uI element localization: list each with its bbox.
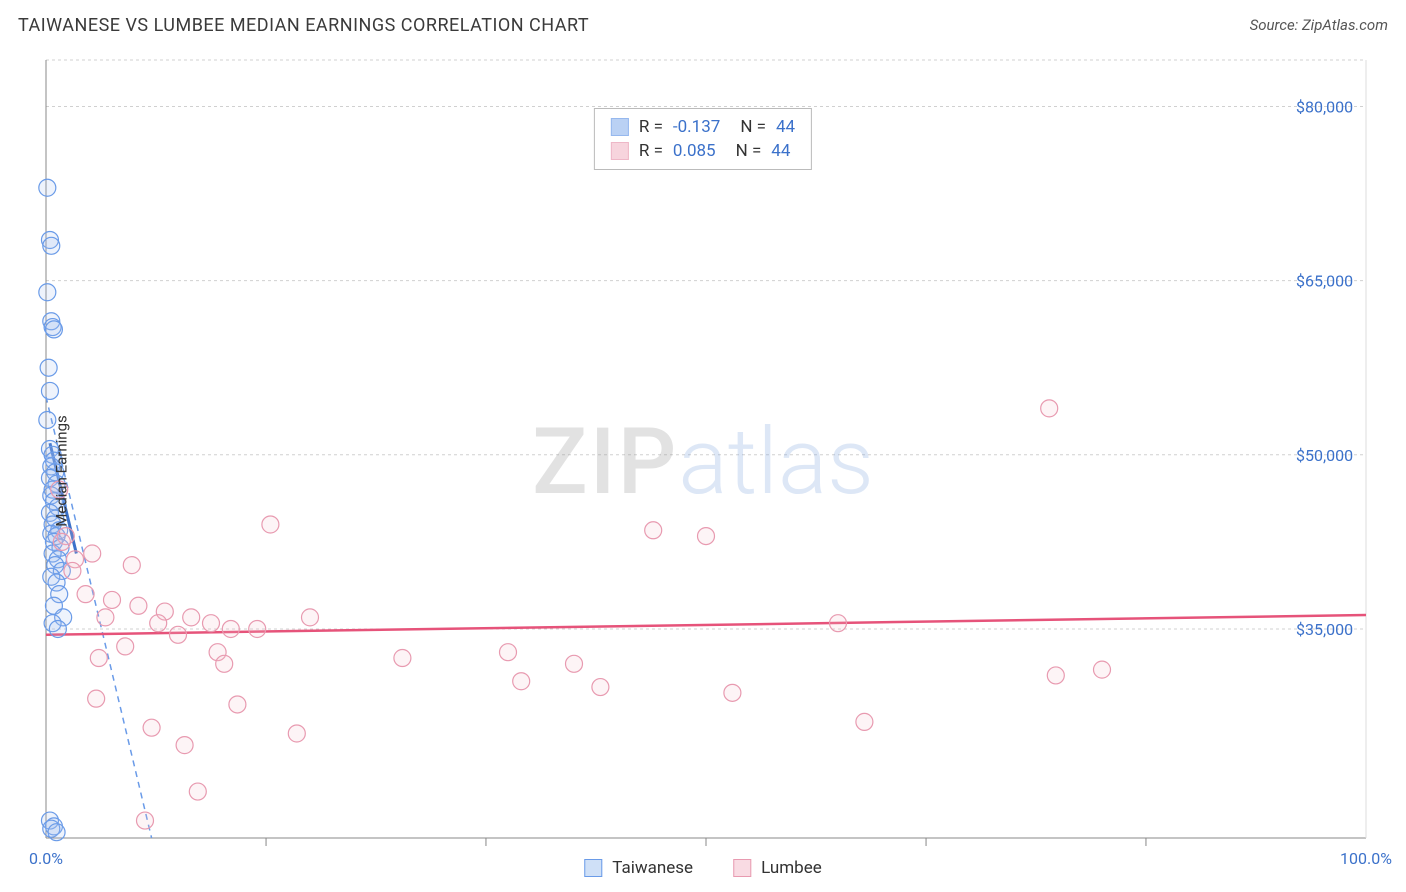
correlation-legend: R = -0.137 N = 44 R = 0.085 N = 44 <box>594 108 812 170</box>
chart-title: TAIWANESE VS LUMBEE MEDIAN EARNINGS CORR… <box>18 15 589 36</box>
legend-label-lumbee: Lumbee <box>761 858 822 878</box>
legend-n-value-lumbee: 44 <box>771 141 790 161</box>
legend-swatch-taiwanese <box>611 118 629 136</box>
scatter-chart: 0.0% 100.0% $35,000 $50,000 $65,000 $80,000 <box>0 50 1406 892</box>
legend-r-value-taiwanese: -0.137 <box>673 117 720 137</box>
svg-text:$80,000: $80,000 <box>1296 97 1353 116</box>
y-axis-label: Median Earnings <box>53 415 71 526</box>
svg-text:$50,000: $50,000 <box>1296 446 1353 465</box>
legend-r-value-lumbee: 0.085 <box>673 141 716 161</box>
legend-swatch-lumbee <box>733 859 751 877</box>
legend-r-label: R = <box>639 141 663 161</box>
legend-r-label: R = <box>639 117 663 137</box>
legend-swatch-lumbee <box>611 142 629 160</box>
legend-n-value-taiwanese: 44 <box>776 117 795 137</box>
chart-header: TAIWANESE VS LUMBEE MEDIAN EARNINGS CORR… <box>0 0 1406 50</box>
legend-item-taiwanese: Taiwanese <box>584 858 693 878</box>
legend-item-lumbee: Lumbee <box>733 858 822 878</box>
svg-text:$35,000: $35,000 <box>1296 620 1353 639</box>
series-legend: Taiwanese Lumbee <box>584 858 821 878</box>
legend-n-label: N = <box>740 117 766 137</box>
svg-text:0.0%: 0.0% <box>29 849 63 868</box>
legend-row-taiwanese: R = -0.137 N = 44 <box>611 115 795 139</box>
svg-text:$65,000: $65,000 <box>1296 272 1353 291</box>
legend-row-lumbee: R = 0.085 N = 44 <box>611 139 795 163</box>
legend-label-taiwanese: Taiwanese <box>612 858 693 878</box>
chart-area: Median Earnings ZIPatlas 0.0%100.0%$35,0… <box>0 50 1406 892</box>
legend-swatch-taiwanese <box>584 859 602 877</box>
chart-source: Source: ZipAtlas.com <box>1250 16 1388 34</box>
legend-n-label: N = <box>736 141 762 161</box>
svg-text:100.0%: 100.0% <box>1340 849 1392 868</box>
